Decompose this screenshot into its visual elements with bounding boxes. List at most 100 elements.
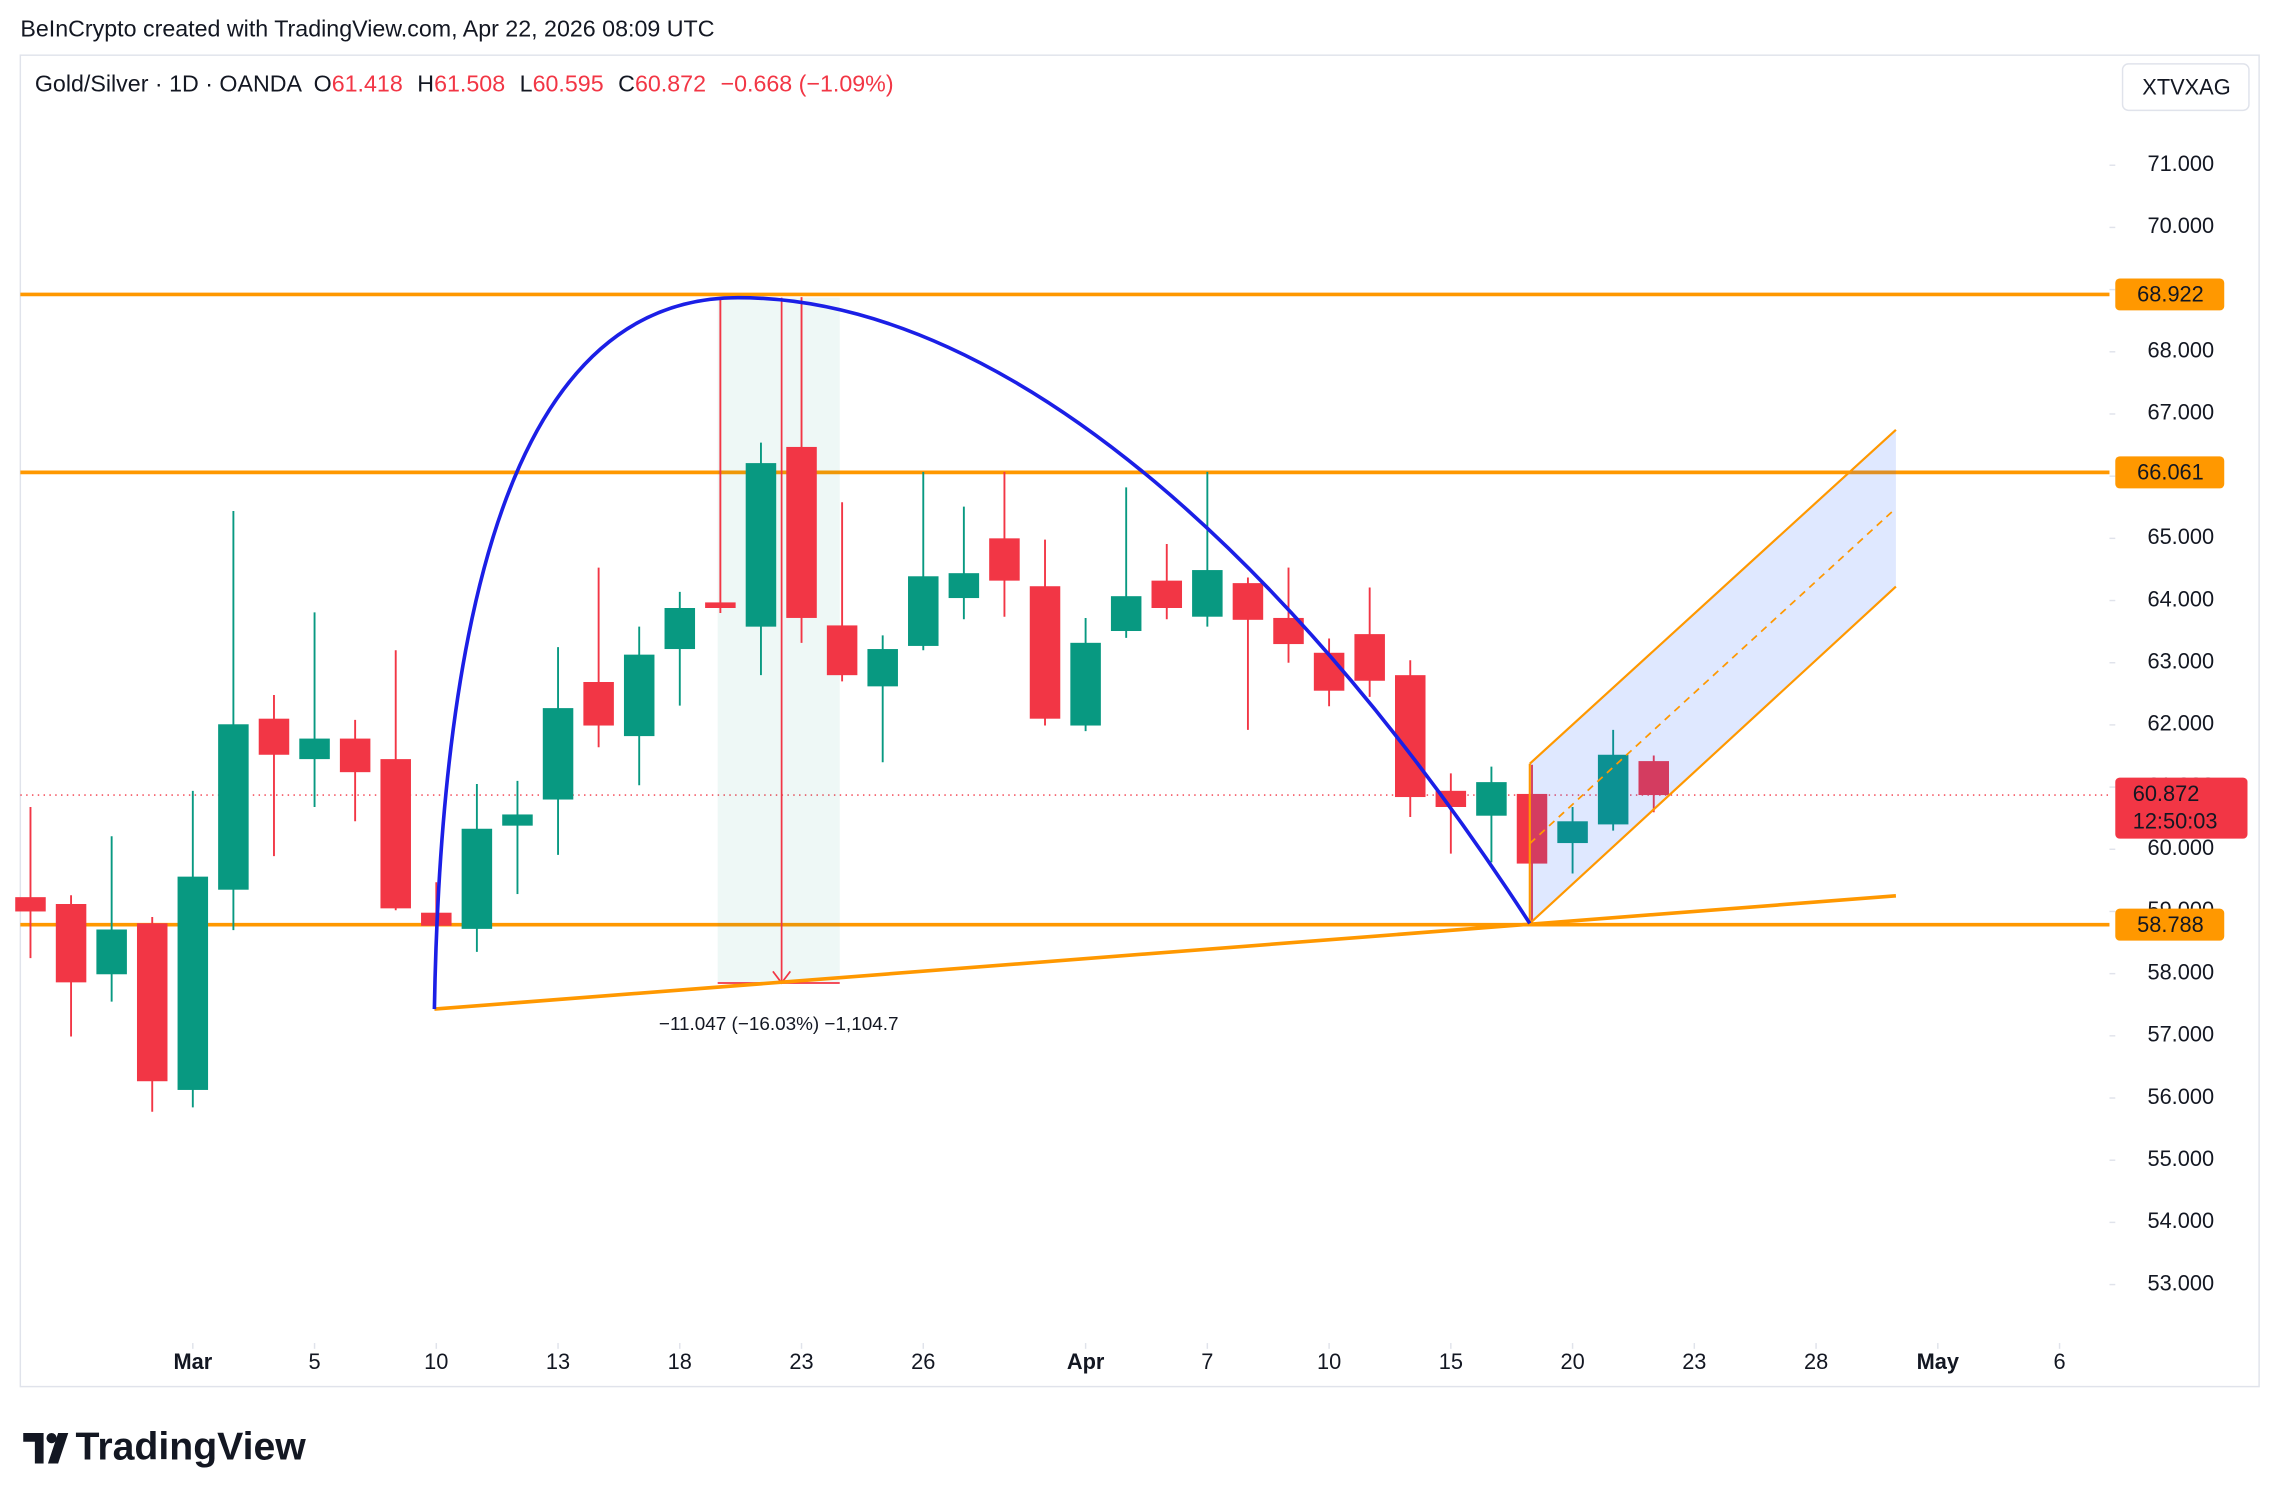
candle-body — [1151, 580, 1183, 608]
candle-body — [177, 876, 209, 1090]
x-tick-label: 10 — [424, 1349, 448, 1374]
x-tick-label: 5 — [308, 1349, 320, 1374]
candle-body — [1476, 782, 1507, 816]
x-tick-label: May — [1917, 1349, 1959, 1374]
level-label-box — [2115, 456, 2225, 489]
candle-body — [705, 602, 736, 608]
candle-body — [15, 897, 46, 912]
change: −0.668 (−1.09%) — [721, 71, 894, 97]
candle-body — [1232, 583, 1264, 620]
candle-body — [1029, 586, 1061, 719]
candle-body — [867, 649, 898, 687]
arc-curve — [432, 295, 1532, 1010]
level-label: 58.788 — [2137, 912, 2204, 937]
candle-body — [1070, 642, 1101, 726]
y-tick-label: 64.000 — [2147, 586, 2214, 611]
x-tick-label: 6 — [2054, 1349, 2066, 1374]
channel-upper — [1529, 428, 1897, 765]
ticker: XTVXAG — [2142, 74, 2230, 99]
y-tick-label: 53.000 — [2147, 1270, 2214, 1295]
candle-body — [1110, 596, 1142, 632]
channel-fill — [1529, 429, 1896, 924]
y-tick-label: 56.000 — [2147, 1084, 2214, 1109]
candle-body — [1597, 754, 1629, 825]
candle-body — [989, 538, 1020, 581]
candle-body — [96, 929, 127, 975]
symbol: Gold/Silver · 1D · OANDA — [35, 71, 303, 97]
candle-body — [1313, 652, 1345, 691]
candle-body — [1395, 675, 1426, 798]
y-tick-label: 58.000 — [2147, 959, 2214, 984]
y-tick-label: 65.000 — [2147, 524, 2214, 549]
logo-mark — [23, 1433, 69, 1464]
ohlc-key: H — [417, 71, 434, 97]
candle-body — [542, 708, 574, 800]
candle-body — [948, 573, 980, 599]
x-tick-label: 15 — [1439, 1349, 1463, 1374]
x-tick-label: 23 — [1682, 1349, 1706, 1374]
candle-body — [583, 682, 614, 726]
price-label: 60.872 — [2133, 781, 2200, 806]
y-tick-label: 62.000 — [2147, 711, 2214, 736]
logo-dot — [46, 1433, 57, 1444]
level-label: 66.061 — [2137, 460, 2204, 485]
y-tick-label: 60.000 — [2147, 835, 2214, 860]
ohlc-key: C — [618, 71, 635, 97]
x-tick-label: 26 — [911, 1349, 935, 1374]
x-tick-label: 20 — [1560, 1349, 1584, 1374]
measure-label: −11.047 (−16.03%) −1,104.7 — [659, 1014, 899, 1035]
logo: TradingView — [23, 1425, 306, 1468]
y-tick-label: 67.000 — [2147, 400, 2214, 425]
countdown: 12:50:03 — [2133, 808, 2218, 833]
y-tick-label: 63.000 — [2147, 648, 2214, 673]
y-tick-label: 71.000 — [2147, 151, 2214, 176]
credit: BeInCrypto created with TradingView.com,… — [20, 16, 714, 42]
x-tick-label: 18 — [668, 1349, 692, 1374]
candle-body — [380, 759, 411, 909]
chart-frame — [19, 54, 2260, 1388]
candle-body — [502, 814, 533, 826]
y-tick-label: 57.000 — [2147, 1022, 2214, 1047]
y-tick-label: 54.000 — [2147, 1208, 2214, 1233]
candle-body — [826, 625, 858, 676]
y-tick-label: 68.000 — [2147, 338, 2214, 363]
candle-body — [1638, 761, 1669, 796]
candle-body — [299, 738, 330, 760]
x-tick-label: 28 — [1804, 1349, 1828, 1374]
channel-lower — [1529, 585, 1897, 925]
x-tick-label: 13 — [546, 1349, 570, 1374]
price-label-box — [2115, 777, 2248, 839]
channel-mid — [1529, 507, 1897, 845]
candle-body — [1192, 570, 1223, 617]
candle-body — [218, 724, 249, 890]
x-tick-label: Mar — [173, 1349, 212, 1374]
candle-body — [786, 446, 817, 618]
candle-body — [908, 576, 939, 646]
candle-body — [55, 904, 87, 983]
header: Gold/Silver · 1D · OANDA O61.418 H61.508 L6… — [35, 71, 894, 97]
ticker-box — [2121, 63, 2250, 112]
candle-body — [136, 923, 168, 1082]
ohlc-value: 61.418 — [332, 71, 403, 97]
y-tick-label: 55.000 — [2147, 1146, 2214, 1171]
level-label-box — [2115, 278, 2225, 311]
level-label-box — [2115, 908, 2225, 941]
ohlc-value: 61.508 — [434, 71, 505, 97]
x-tick-label: Apr — [1067, 1349, 1105, 1374]
trend-line — [434, 894, 1897, 1011]
candle-body — [1516, 793, 1548, 864]
candle-body — [339, 738, 371, 773]
x-tick-label: 7 — [1201, 1349, 1213, 1374]
y-tick-label: 70.000 — [2147, 213, 2214, 238]
candle-body — [664, 607, 696, 650]
candle-body — [1557, 821, 1588, 844]
x-tick-label: 23 — [789, 1349, 813, 1374]
ohlc-value: 60.595 — [533, 71, 604, 97]
ohlc-key: O — [314, 71, 332, 97]
candle-body — [461, 828, 493, 929]
candle-body — [1354, 634, 1385, 681]
measure-box — [717, 297, 840, 983]
